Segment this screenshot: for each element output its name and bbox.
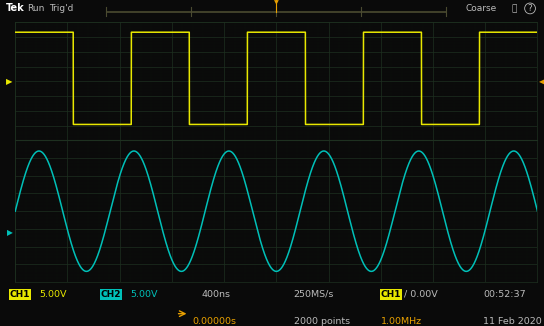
- Text: Trig'd: Trig'd: [49, 4, 73, 13]
- Text: 0.00000s: 0.00000s: [192, 317, 236, 326]
- Text: / 0.00V: / 0.00V: [404, 290, 437, 299]
- Text: 1.00MHz: 1.00MHz: [381, 317, 422, 326]
- Text: Run: Run: [27, 4, 45, 13]
- Text: 00:52:37: 00:52:37: [483, 290, 526, 299]
- Text: ⬜: ⬜: [511, 4, 517, 13]
- Text: 5.00V: 5.00V: [39, 290, 67, 299]
- Text: CH1: CH1: [381, 290, 401, 299]
- Text: ▼: ▼: [274, 0, 279, 5]
- Text: ◀: ◀: [539, 77, 544, 86]
- Text: 250MS/s: 250MS/s: [294, 290, 334, 299]
- Text: ▶: ▶: [7, 228, 13, 237]
- Text: 5.00V: 5.00V: [131, 290, 158, 299]
- Text: CH2: CH2: [101, 290, 121, 299]
- Text: 11 Feb 2020: 11 Feb 2020: [483, 317, 542, 326]
- Text: CH1: CH1: [10, 290, 30, 299]
- Text: ?: ?: [528, 4, 533, 13]
- Text: 400ns: 400ns: [201, 290, 230, 299]
- Text: Coarse: Coarse: [465, 4, 496, 13]
- Text: 2000 points: 2000 points: [294, 317, 350, 326]
- Text: Tek: Tek: [5, 4, 24, 13]
- Text: ▶: ▶: [6, 77, 13, 86]
